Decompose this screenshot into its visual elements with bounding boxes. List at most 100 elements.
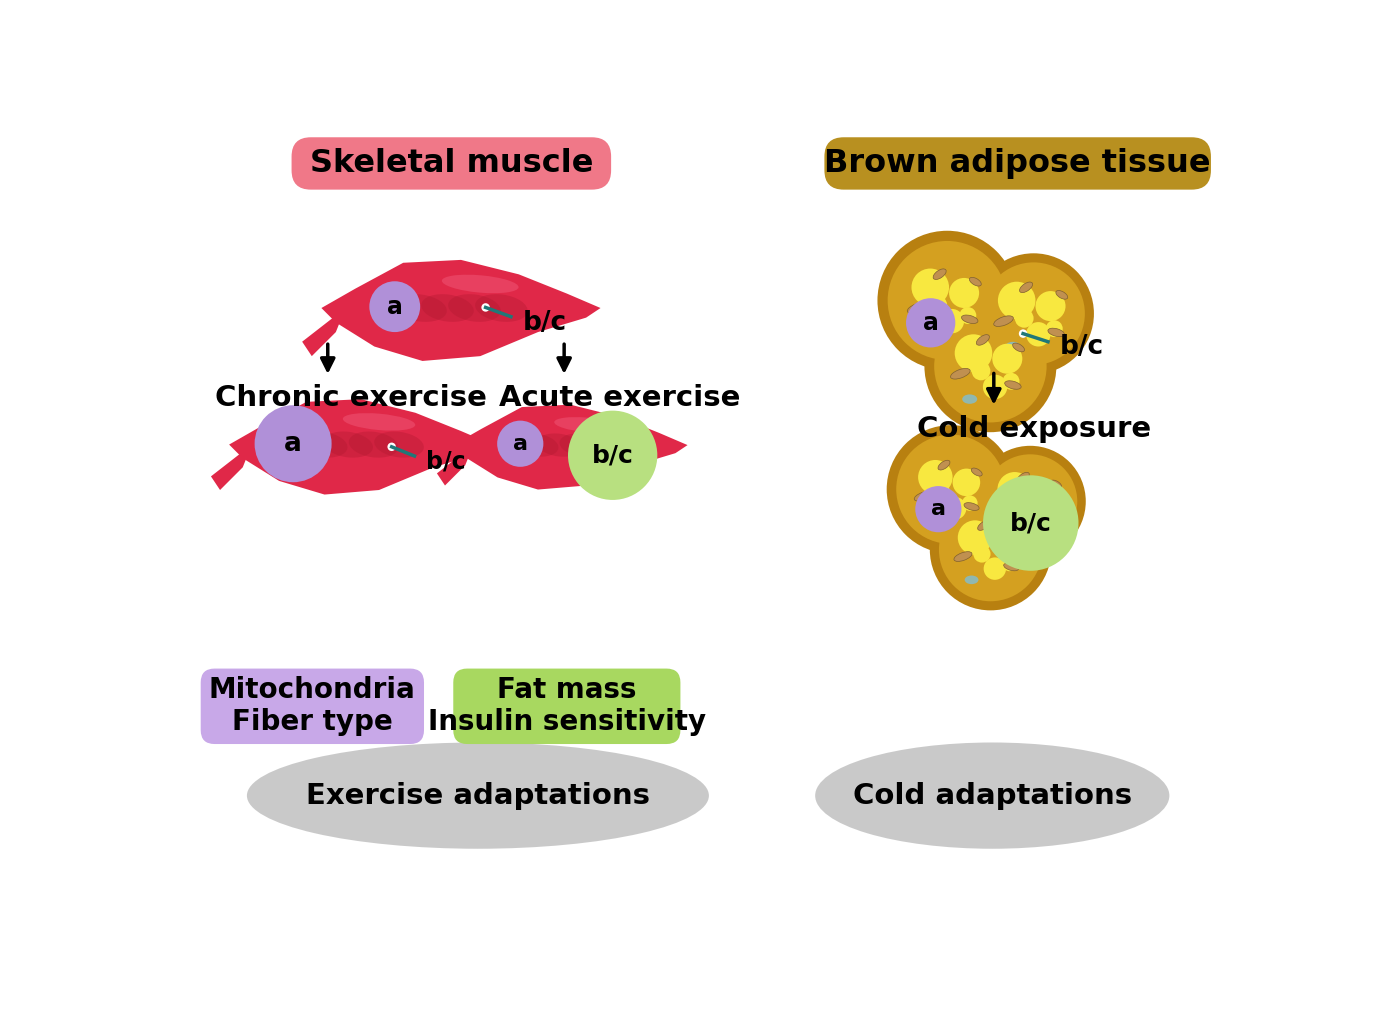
- Ellipse shape: [963, 394, 978, 404]
- Ellipse shape: [954, 552, 972, 561]
- Circle shape: [992, 529, 1020, 557]
- Circle shape: [1024, 509, 1046, 531]
- Text: Brown adipose tissue: Brown adipose tissue: [825, 148, 1211, 179]
- Circle shape: [949, 278, 979, 308]
- Circle shape: [983, 557, 1006, 579]
- Ellipse shape: [247, 743, 709, 848]
- Ellipse shape: [961, 315, 978, 324]
- Circle shape: [1002, 556, 1017, 571]
- Ellipse shape: [449, 294, 500, 322]
- Text: Chronic exercise: Chronic exercise: [215, 384, 486, 413]
- Text: b/c: b/c: [426, 450, 465, 473]
- PathPatch shape: [228, 400, 493, 495]
- Circle shape: [255, 406, 332, 482]
- Text: Skeletal muscle: Skeletal muscle: [309, 148, 593, 179]
- Circle shape: [963, 496, 978, 511]
- Ellipse shape: [323, 431, 373, 458]
- Circle shape: [953, 468, 981, 497]
- Circle shape: [915, 486, 961, 532]
- Text: a: a: [931, 499, 946, 519]
- Circle shape: [971, 362, 990, 380]
- Ellipse shape: [1017, 472, 1029, 482]
- Ellipse shape: [1048, 328, 1064, 336]
- Text: a: a: [284, 430, 302, 457]
- Ellipse shape: [1011, 528, 1022, 537]
- Circle shape: [974, 546, 990, 562]
- Ellipse shape: [970, 277, 981, 286]
- Circle shape: [976, 448, 1084, 555]
- Circle shape: [482, 304, 490, 312]
- Ellipse shape: [978, 520, 989, 530]
- PathPatch shape: [453, 405, 688, 490]
- Text: Cold adaptations: Cold adaptations: [853, 782, 1133, 809]
- Ellipse shape: [475, 294, 528, 322]
- Circle shape: [983, 455, 1077, 549]
- Ellipse shape: [815, 743, 1169, 848]
- Ellipse shape: [442, 275, 518, 293]
- Circle shape: [940, 309, 964, 333]
- Circle shape: [997, 472, 1032, 507]
- Circle shape: [879, 233, 1015, 368]
- Circle shape: [1018, 329, 1027, 338]
- Ellipse shape: [554, 417, 618, 432]
- Ellipse shape: [993, 316, 1013, 326]
- Text: b/c: b/c: [1010, 511, 1052, 536]
- Text: Acute exercise: Acute exercise: [500, 384, 741, 413]
- FancyBboxPatch shape: [453, 668, 680, 744]
- Circle shape: [944, 497, 967, 519]
- Ellipse shape: [971, 468, 982, 476]
- Text: b/c: b/c: [592, 444, 634, 467]
- Ellipse shape: [582, 433, 627, 457]
- Ellipse shape: [348, 431, 398, 458]
- Ellipse shape: [914, 492, 932, 501]
- Ellipse shape: [1004, 381, 1021, 389]
- Ellipse shape: [1006, 341, 1021, 352]
- Ellipse shape: [421, 294, 474, 322]
- Circle shape: [1046, 320, 1063, 337]
- Circle shape: [887, 241, 1007, 360]
- PathPatch shape: [322, 260, 600, 361]
- Ellipse shape: [1050, 480, 1061, 489]
- Circle shape: [933, 485, 951, 502]
- Ellipse shape: [1004, 527, 1018, 536]
- Ellipse shape: [343, 413, 415, 430]
- Text: Exercise adaptations: Exercise adaptations: [306, 782, 651, 809]
- Circle shape: [911, 269, 949, 307]
- Text: Cold exposure: Cold exposure: [917, 415, 1151, 444]
- Circle shape: [1032, 480, 1060, 508]
- Circle shape: [1013, 497, 1031, 514]
- Text: b/c: b/c: [522, 310, 567, 336]
- Circle shape: [954, 334, 992, 372]
- Ellipse shape: [976, 334, 989, 345]
- Circle shape: [997, 282, 1035, 319]
- Polygon shape: [437, 445, 474, 485]
- Text: Fat mass
Insulin sensitivity: Fat mass Insulin sensitivity: [428, 677, 706, 737]
- Circle shape: [992, 343, 1022, 374]
- Circle shape: [932, 491, 1049, 608]
- Circle shape: [1027, 322, 1050, 346]
- Polygon shape: [210, 445, 252, 490]
- Circle shape: [918, 460, 953, 495]
- Circle shape: [939, 498, 1042, 601]
- Ellipse shape: [394, 294, 447, 322]
- Ellipse shape: [964, 503, 979, 510]
- Ellipse shape: [298, 431, 347, 458]
- Circle shape: [1003, 373, 1020, 389]
- Ellipse shape: [933, 269, 946, 279]
- Text: a: a: [387, 294, 403, 319]
- Ellipse shape: [950, 369, 970, 379]
- FancyBboxPatch shape: [291, 137, 612, 190]
- Circle shape: [926, 303, 1055, 430]
- Circle shape: [982, 263, 1085, 365]
- Text: Mitochondria
Fiber type: Mitochondria Fiber type: [209, 677, 415, 737]
- Circle shape: [896, 434, 1006, 544]
- Ellipse shape: [514, 433, 559, 457]
- Ellipse shape: [919, 329, 935, 338]
- Circle shape: [889, 427, 1013, 552]
- Ellipse shape: [925, 515, 939, 524]
- FancyBboxPatch shape: [201, 668, 423, 744]
- Text: b/c: b/c: [1059, 334, 1103, 361]
- Circle shape: [983, 475, 1078, 570]
- Ellipse shape: [1004, 563, 1018, 571]
- Circle shape: [975, 256, 1092, 372]
